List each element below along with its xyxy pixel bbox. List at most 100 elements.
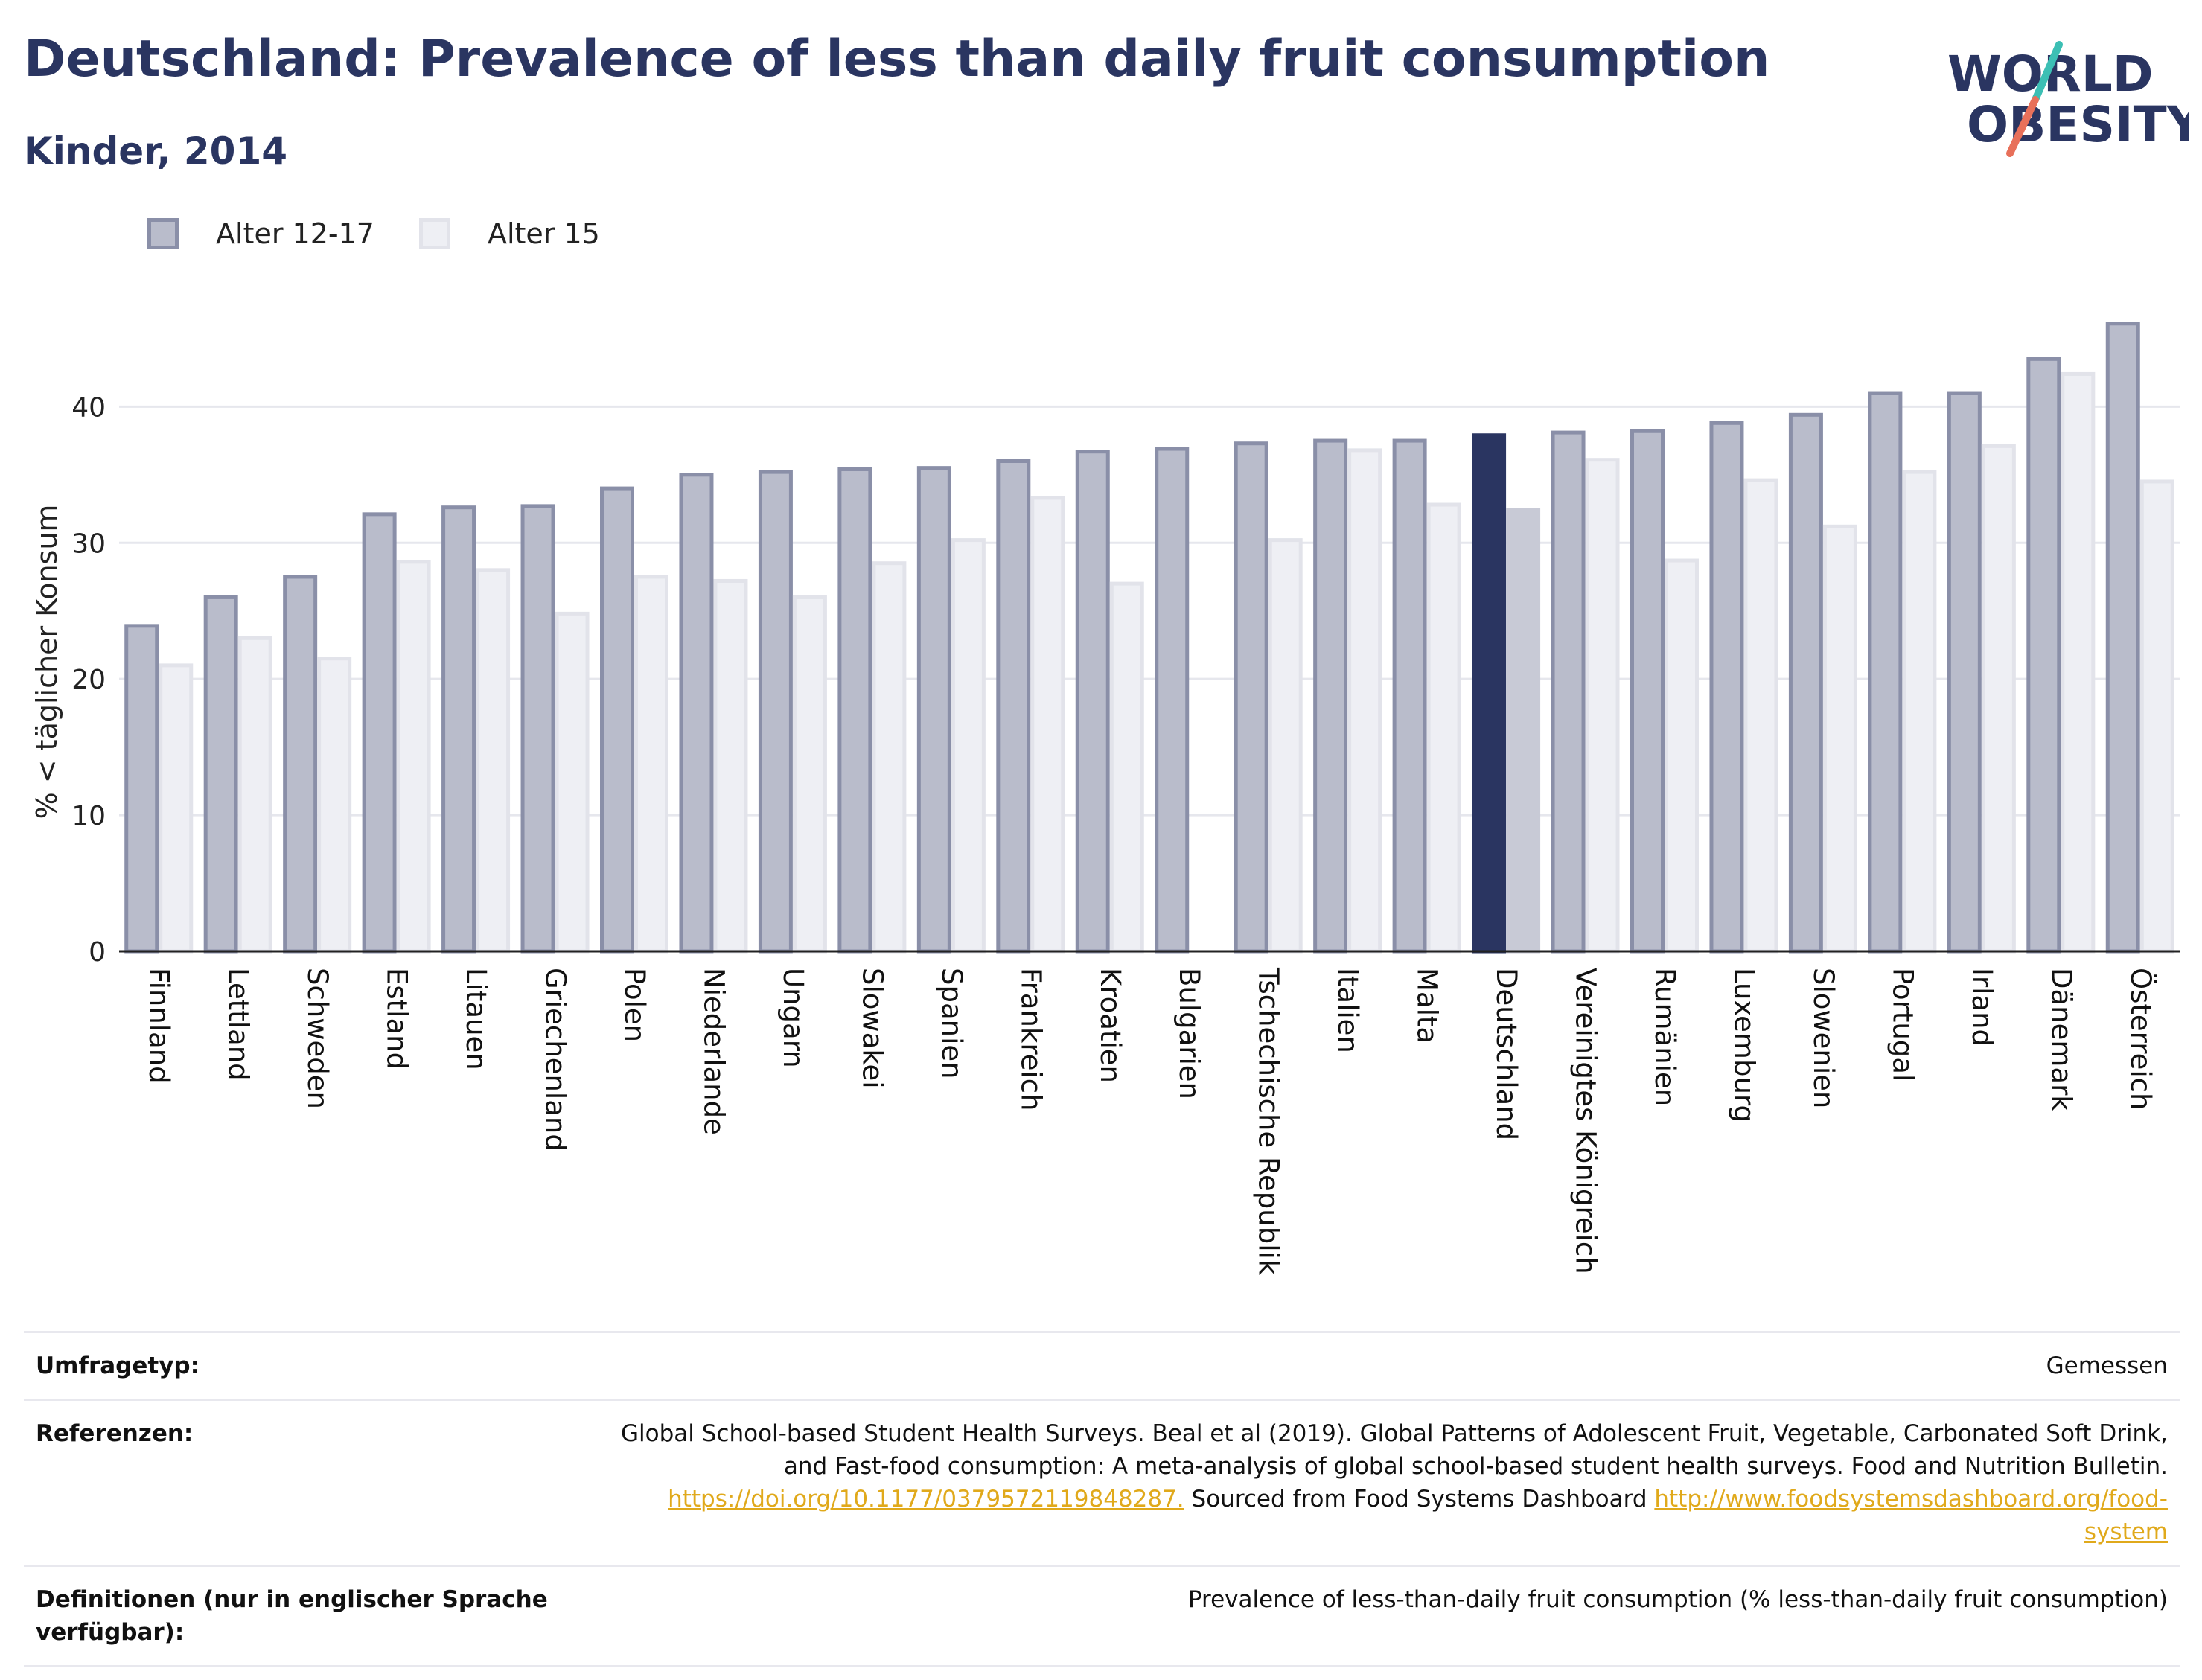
bar-series-1 [362,512,397,954]
bar-series-2 [159,663,194,954]
references-mid-text: Sourced from Food Systems Dashboard [1184,1486,1655,1513]
bar-series-2 [2061,371,2096,954]
bar-series-1 [1313,438,1348,954]
bar-series-1 [600,486,634,954]
logo-slash-teal [2032,41,2063,103]
bar-series-1 [1947,391,1982,954]
bar-series-2 [476,568,511,954]
x-tick-label: Frankreich [1015,968,1047,1111]
x-tick-label: Ungarn [777,968,809,1068]
chart-footer: Umfragetyp: Gemessen Referenzen: Global … [24,1331,2180,1667]
legend-item-series-1[interactable]: Alter 12-17 [147,217,374,250]
x-tick-label: Italien [1332,968,1364,1053]
x-tick-label: Slowakei [856,968,888,1089]
x-tick-label: Kroatien [1094,968,1126,1083]
bar-series-1 [916,466,951,954]
world-obesity-logo: WORLD OBESITY [1947,41,2189,157]
bar-series-2 [237,636,272,954]
bar-chart: 0 10 20 30 40 % < täglicher Konsum Finnland Let… [31,322,2180,1276]
x-tick-label: Malta [1411,968,1443,1044]
x-tick-label: Slowenien [1807,968,1839,1108]
logo-slash-coral [2006,96,2039,157]
y-tick-label: 20 [71,665,106,695]
bar-series-1 [1075,450,1110,954]
bar-series-1 [441,505,476,954]
x-tick-label: Portugal [1886,968,1918,1082]
bar-series-2 [1426,502,1461,954]
bar-series-2 [396,560,431,954]
bar-series-1 [124,624,159,954]
x-tick-label: Litauen [460,968,492,1070]
food-systems-link[interactable]: http://www.foodsystemsdashboard.org/food… [1654,1486,2168,1545]
bar-series-2 [1109,581,1144,954]
bar-series-1 [1234,441,1268,954]
bar-series-2 [555,611,590,954]
x-tick-label: Tschechische Republik [1253,967,1285,1276]
x-tick-label: Griechenland [540,968,572,1152]
bar-series-1 [203,595,238,954]
bar-series-1 [520,504,555,954]
x-tick-label: Finnland [143,968,175,1084]
y-axis-label: % < täglicher Konsum [31,505,63,820]
bar-series-2 [1268,538,1303,954]
x-tick-label: Irland [1966,968,1998,1047]
bar-series-1 [996,459,1031,954]
x-tick-label: Spanien [936,968,968,1079]
bar-series-2 [1822,524,1857,954]
x-tick-label: Estland [381,968,413,1070]
bar-series-2 [872,561,907,954]
x-tick-label: Bulgarien [1173,968,1205,1099]
chart-subtitle: Kinder, 2014 [24,130,288,173]
y-tick-label: 30 [71,528,106,559]
bar-series-1 [1709,421,1744,954]
legend-item-series-2[interactable]: Alter 15 [418,217,600,250]
bar-series-1 [1788,412,1823,954]
legend-label-series-1: Alter 12-17 [216,217,374,250]
references-value: Global School-based Student Health Surve… [604,1417,2168,1548]
y-tick-label: 0 [89,937,106,968]
legend-swatch-series-2 [418,218,450,249]
legend-label-series-2: Alter 15 [487,217,600,250]
bar-series-1 [1155,447,1190,954]
chart-legend: Alter 12-17 Alter 15 [147,217,645,250]
footer-row-references: Referenzen: Global School-based Student … [24,1399,2180,1565]
references-label: Referenzen: [36,1420,194,1447]
bar-series-2 [1743,478,1778,954]
bar-series-1 [1392,438,1427,954]
bar-series-1 [1551,430,1586,954]
x-tick-label: Luxemburg [1728,968,1760,1122]
bar-series-2 [951,538,986,954]
bar-series-1 [283,575,318,954]
bar-series-2 [713,578,748,954]
definitions-label: Definitionen (nur in englischer Sprache … [36,1586,548,1646]
y-tick-label: 10 [71,801,106,831]
survey-type-value: Gemessen [2046,1352,2168,1379]
doi-link[interactable]: https://doi.org/10.1177/0379572119848287… [668,1486,1184,1513]
bar-series-2 [1665,558,1699,954]
bar-series-2 [2139,479,2174,954]
bar-series-1 [2026,357,2061,954]
x-tick-label: Rumänien [1649,968,1681,1106]
y-tick-label: 40 [71,392,106,423]
x-tick-label: Österreich [2125,968,2157,1110]
bar-series-2 [1030,496,1065,954]
bar-series-2 [317,657,352,954]
x-tick-label: Lettland [223,968,255,1081]
footer-row-survey: Umfragetyp: Gemessen [24,1331,2180,1399]
bar-series-2 [1506,508,1541,954]
bar-series-1 [2105,322,2140,954]
x-tick-label: Vereinigtes Königreich [1570,968,1602,1274]
x-tick-label: Niederlande [698,968,730,1135]
bar-series-2 [1585,458,1620,954]
logo-text-obesity: OBESITY [1967,96,2189,153]
bar-series-1 [1472,433,1507,954]
x-tick-label: Schweden [301,968,334,1109]
bar-series-2 [1902,470,1937,954]
bar-series-1 [679,473,714,954]
x-tick-label: Polen [619,968,651,1042]
survey-type-label: Umfragetyp: [36,1352,200,1379]
x-tick-label: Deutschland [1490,968,1522,1140]
chart-title: Deutschland: Prevalence of less than dai… [24,30,1770,89]
bar-series-2 [1347,448,1382,954]
bar-series-1 [837,467,872,954]
